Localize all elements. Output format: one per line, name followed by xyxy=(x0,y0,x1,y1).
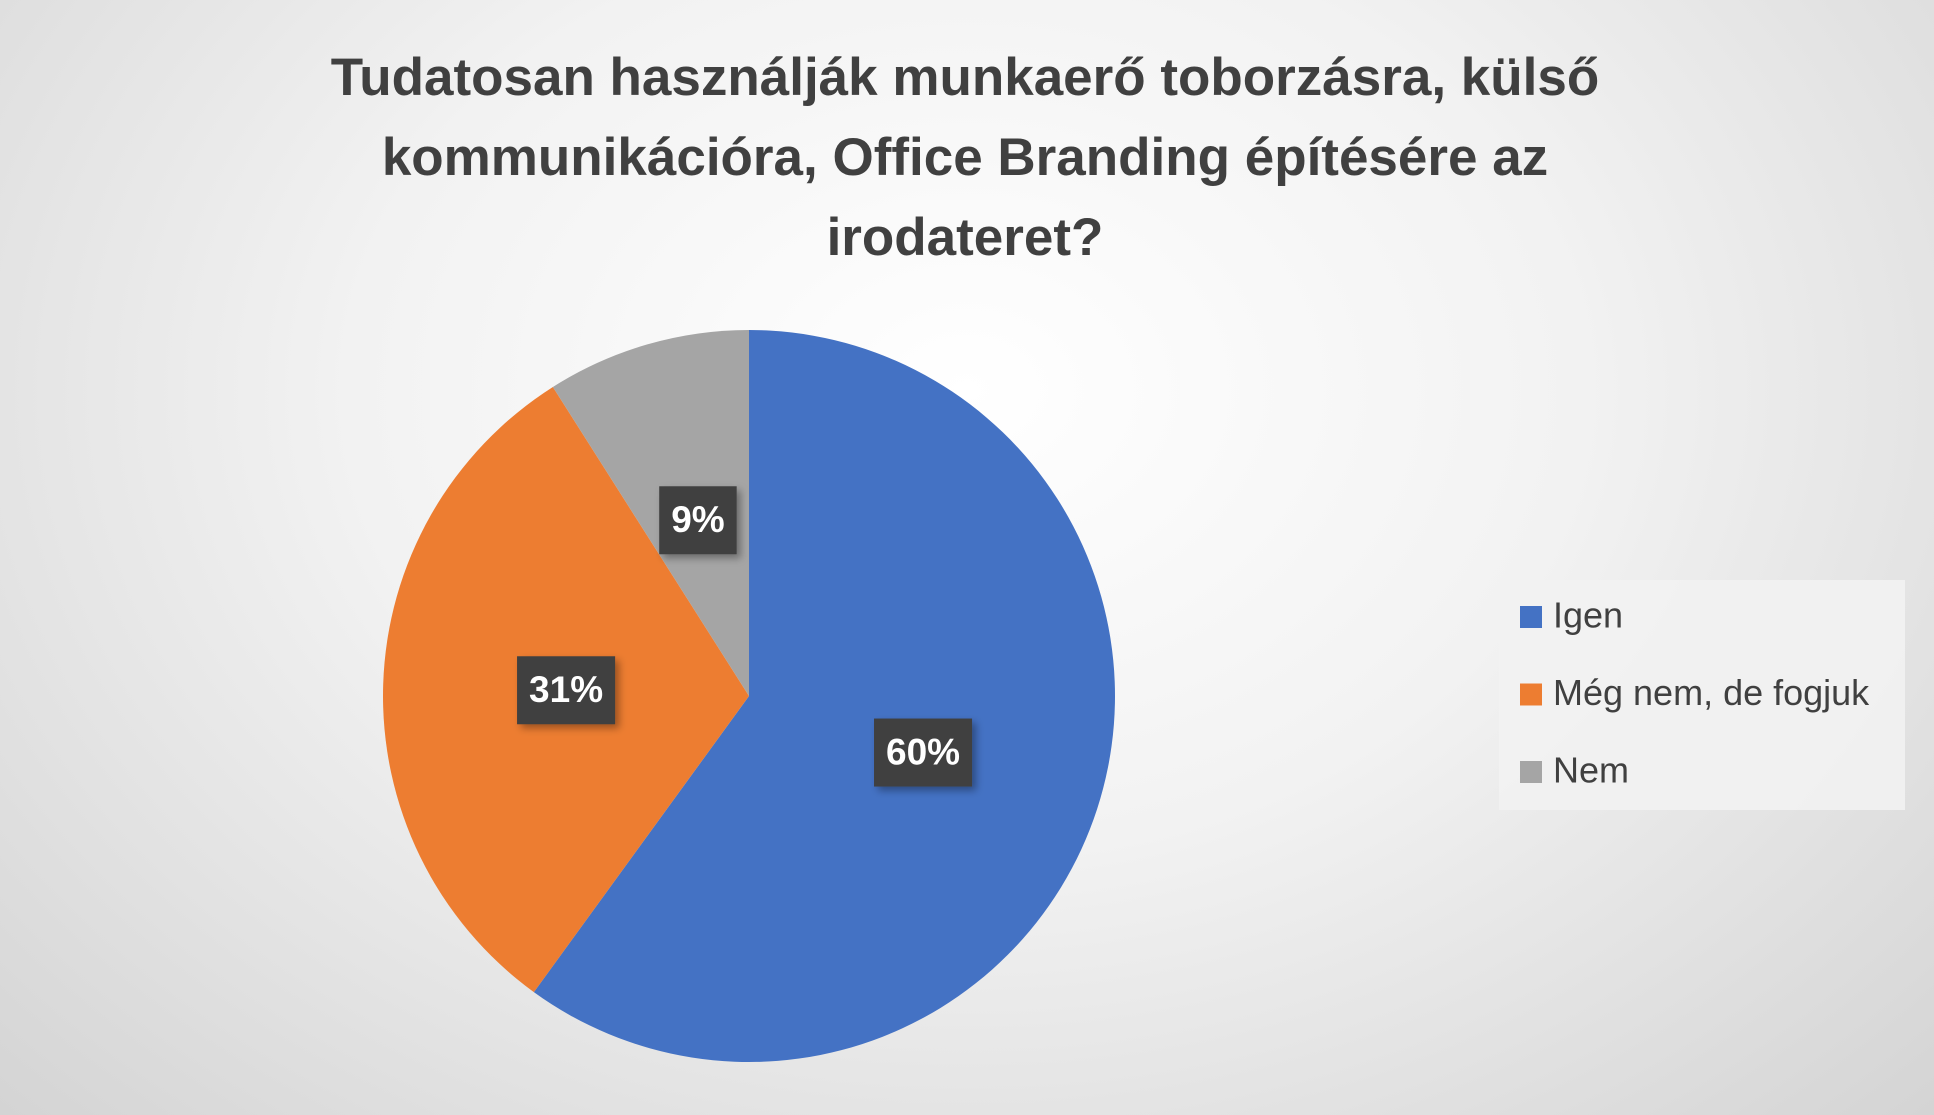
legend-label: Igen xyxy=(1553,595,1623,636)
data-label-text: 31% xyxy=(529,669,603,710)
legend-swatch xyxy=(1520,761,1542,783)
chart-title: Tudatosan használják munkaerő toborzásra… xyxy=(330,48,1600,267)
legend-swatch xyxy=(1520,683,1542,706)
data-label-text: 60% xyxy=(886,731,960,772)
data-label-box xyxy=(517,656,616,725)
data-label-box xyxy=(659,486,737,555)
legend-swatch xyxy=(1520,606,1542,628)
pie-slice xyxy=(552,330,749,696)
data-label-text: 9% xyxy=(671,499,724,540)
data-label: 60% xyxy=(874,718,973,787)
data-label: 9% xyxy=(659,486,737,555)
legend-label: Nem xyxy=(1553,750,1629,791)
pie-slice xyxy=(533,330,1115,1062)
legend-box xyxy=(1499,580,1905,810)
legend-label: Még nem, de fogjuk xyxy=(1553,672,1870,713)
data-label: 31% xyxy=(517,656,616,725)
data-label-box xyxy=(874,718,973,787)
